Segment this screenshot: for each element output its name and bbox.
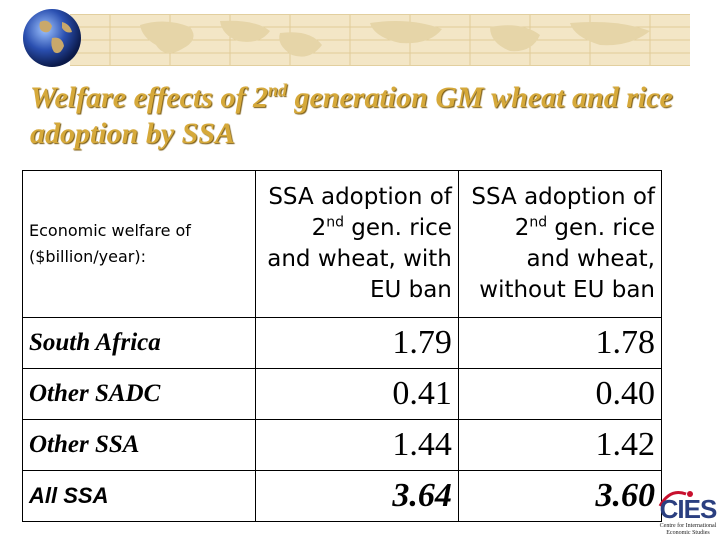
table-row: Other SADC 0.41 0.40	[22, 368, 663, 420]
column-header-with-eu-ban: SSA adoption of 2nd gen. rice and wheat,…	[254, 170, 459, 318]
table-row: South Africa 1.79 1.78	[22, 317, 663, 369]
table-row-total: All SSA 3.64 3.60	[22, 470, 663, 522]
cell-other-sadc-without-ban: 0.40	[457, 368, 663, 420]
cell-south-africa-without-ban: 1.78	[457, 317, 663, 369]
cell-south-africa-with-ban: 1.79	[254, 317, 459, 369]
world-map-strip	[70, 14, 690, 66]
cell-other-ssa-with-ban: 1.44	[254, 419, 459, 471]
logo-subtitle: Centre for International Economic Studie…	[659, 523, 717, 536]
cell-all-ssa-without-ban: 3.60	[457, 470, 663, 522]
column-header-without-eu-ban: SSA adoption of 2nd gen. rice and wheat,…	[457, 170, 663, 318]
header-banner	[0, 0, 720, 78]
table-header-row: Economic welfare of ($billion/year): SSA…	[22, 170, 663, 318]
cell-other-sadc-with-ban: 0.41	[254, 368, 459, 420]
world-map-graphic	[70, 15, 690, 65]
globe-icon	[23, 9, 81, 67]
row-label-south-africa: South Africa	[22, 317, 256, 369]
logo-text: CIES	[659, 494, 718, 524]
cell-other-ssa-without-ban: 1.42	[457, 419, 663, 471]
row-label-all-ssa: All SSA	[22, 470, 256, 522]
logo-mark-icon	[658, 491, 693, 507]
table-row: Other SSA 1.44 1.42	[22, 419, 663, 471]
row-label-other-sadc: Other SADC	[22, 368, 256, 420]
cell-all-ssa-with-ban: 3.64	[254, 470, 459, 522]
cies-logo: CIES Centre for International Economic S…	[656, 486, 720, 540]
slide-title: Welfare effects of 2nd generation GM whe…	[30, 80, 673, 150]
row-label-other-ssa: Other SSA	[22, 419, 256, 471]
welfare-table: Economic welfare of ($billion/year): SSA…	[22, 170, 663, 522]
row-header-label: Economic welfare of ($billion/year):	[22, 170, 256, 318]
